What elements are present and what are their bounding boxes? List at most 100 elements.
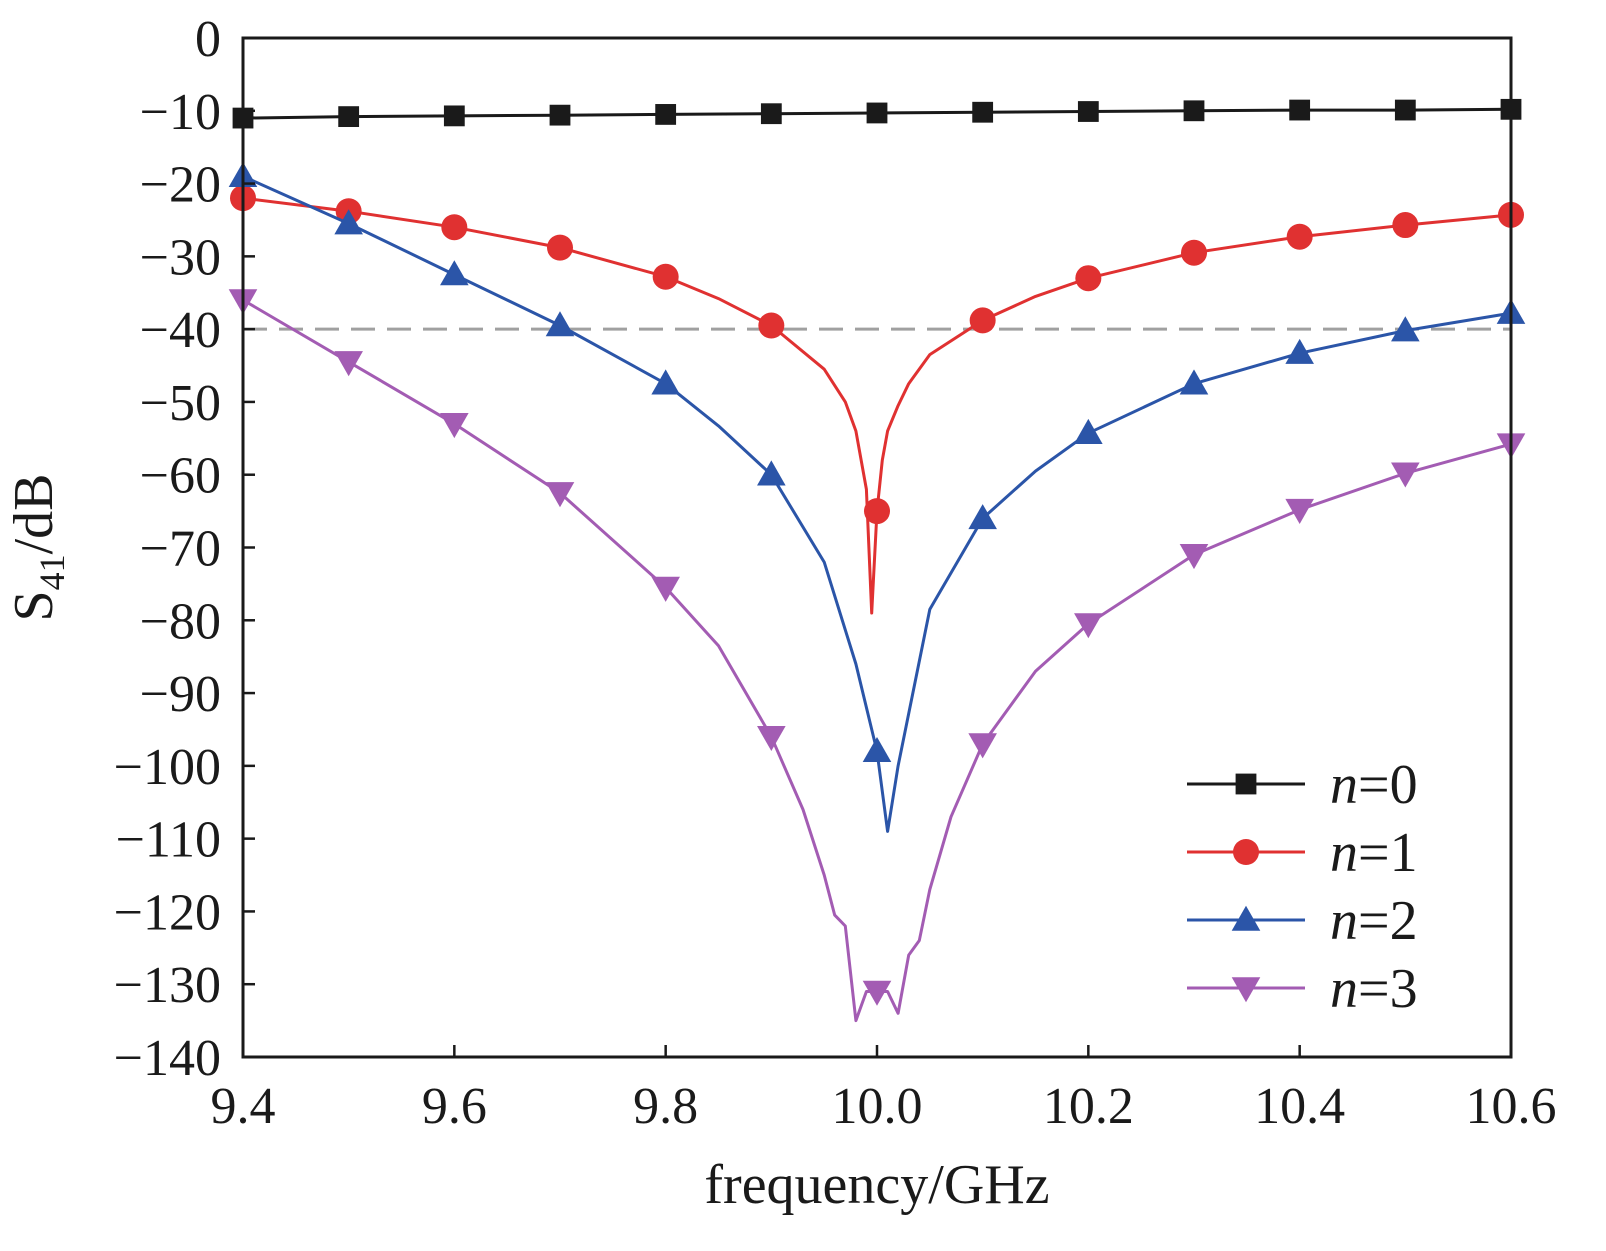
series-line [242,174,1512,833]
x-axis-title: frequency/GHz [704,1154,1049,1216]
marker-triangle-up [334,209,363,235]
legend-label: n=2 [1330,890,1418,952]
marker-square [1394,99,1416,121]
marker-circle [864,498,890,525]
marker-triangle-up [440,260,469,286]
marker-square [1183,100,1205,122]
legend-label-var: n [1330,822,1358,884]
legend-label-value: =3 [1358,958,1418,1020]
marker-triangle-down [1231,977,1261,1003]
series-line [242,196,1512,615]
marker-circle [758,312,785,339]
marker-circle [1233,839,1259,865]
marker-square [655,104,677,125]
y-axis-title: S41/dB [3,473,72,621]
marker-triangle-up [757,460,786,486]
marker-triangle-down [757,726,786,752]
marker-square [338,106,360,128]
y-tick-label: −120 [114,884,221,941]
marker-triangle-up [1285,338,1314,364]
y-tick-label: −60 [140,448,221,505]
x-tick-label: 9.4 [211,1078,276,1135]
marker-square [549,104,571,126]
marker-triangle-down [545,482,575,508]
x-tick-label: 9.6 [422,1078,487,1135]
y-tick-label: −70 [140,521,221,578]
legend-entry-0: n=0 [1187,754,1418,816]
legend-label-value: =0 [1358,754,1418,816]
marker-triangle-down [334,351,363,377]
y-tick-label: −30 [140,229,221,286]
legend-label: n=3 [1330,958,1418,1020]
marker-square [1289,99,1311,121]
marker-square [760,103,782,125]
marker-triangle-down [1074,613,1103,639]
y-tick-label: −110 [116,812,221,869]
y-tick-label: 0 [195,11,221,68]
marker-triangle-up [1179,369,1209,395]
marker-triangle-down [651,576,680,602]
y-tick-label: −10 [140,84,221,141]
marker-circle [652,263,679,290]
y-tick-label: −50 [140,375,221,432]
x-tick-label: 10.6 [1466,1078,1557,1135]
x-tick-label: 10.2 [1043,1078,1134,1135]
legend-label-value: =2 [1358,890,1418,952]
marker-circle [441,214,468,241]
x-tick-label: 9.8 [633,1078,698,1135]
legend-label-var: n [1330,754,1358,816]
ticks-layer: 0 −10 −20 −30 −40 −50 −60 −70 −80 −90 −100 −110 −120… [114,11,1557,1135]
marker-triangle-down [1285,498,1314,524]
marker-triangle-up [1231,905,1261,931]
series-0 [232,98,1522,129]
y-tick-label: −130 [114,957,221,1014]
marker-triangle-down [968,733,997,759]
marker-triangle-up [1391,316,1420,342]
marker-triangle-down [440,413,469,439]
series-layer [228,98,1526,1023]
marker-triangle-up [968,504,997,530]
marker-triangle-up [545,311,575,337]
series-line [242,298,1512,1023]
legend-entry-1: n=1 [1187,822,1418,884]
legend-label-var: n [1330,890,1358,952]
marker-circle [1286,223,1313,250]
x-tick-label: 10.0 [832,1078,923,1135]
marker-triangle-down [1391,462,1420,488]
marker-square [443,105,465,127]
legend-entry-2: n=2 [1187,890,1418,952]
x-tick-label: 10.4 [1254,1078,1345,1135]
marker-square [1235,773,1257,795]
y-axis-title-suffix: /dB [3,473,65,554]
marker-triangle-down [1179,544,1209,570]
legend-label-var: n [1330,958,1358,1020]
y-tick-label: −100 [114,739,221,796]
marker-square [866,102,888,124]
legend-label-value: =1 [1358,822,1418,884]
y-tick-label: −40 [140,302,221,359]
marker-circle [1392,212,1419,239]
series-2 [228,161,1526,833]
y-tick-label: −80 [140,593,221,650]
y-tick-label: −140 [114,1030,221,1087]
marker-triangle-down [862,980,892,1006]
marker-triangle-up [862,737,892,763]
marker-circle [547,234,573,261]
y-tick-label: −90 [140,666,221,723]
marker-circle [1181,239,1207,266]
legend-label: n=0 [1330,754,1418,816]
plot-frame [241,36,1513,1059]
y-axis-title-main: S [3,590,65,621]
marker-square [1077,101,1099,122]
marker-triangle-up [651,369,680,395]
legend-label: n=1 [1330,822,1418,884]
marker-circle [1075,265,1102,292]
legend: n=0n=1n=2n=3 [1187,754,1418,1020]
series-1 [230,185,1524,615]
y-axis-title-subscript: 41 [32,554,72,590]
marker-square [972,101,994,123]
marker-triangle-up [1074,418,1103,444]
marker-circle [969,307,996,334]
legend-entry-3: n=3 [1187,958,1418,1020]
